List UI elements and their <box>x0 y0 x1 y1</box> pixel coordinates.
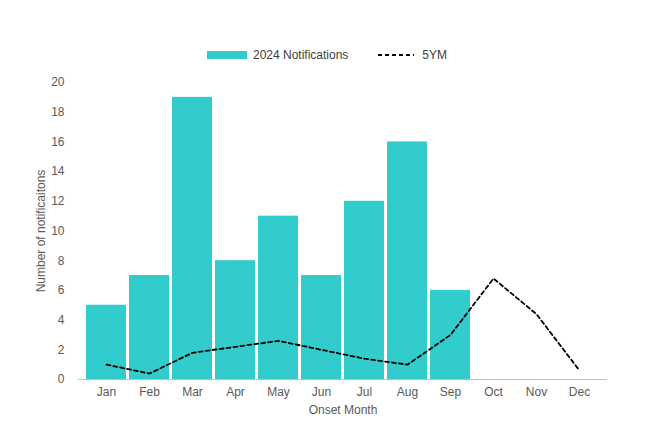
svg-text:16: 16 <box>51 135 65 149</box>
svg-text:May: May <box>267 385 290 399</box>
svg-text:Dec: Dec <box>569 385 590 399</box>
svg-text:Aug: Aug <box>397 385 418 399</box>
svg-text:0: 0 <box>58 372 65 386</box>
svg-text:14: 14 <box>51 164 65 178</box>
svg-text:20: 20 <box>51 75 65 89</box>
svg-text:Nov: Nov <box>526 385 547 399</box>
html-text:5YM: 5YM <box>422 48 447 62</box>
svg-text:Jun: Jun <box>312 385 331 399</box>
svg-text:4: 4 <box>58 313 65 327</box>
svg-text:10: 10 <box>51 224 65 238</box>
svg-text:Apr: Apr <box>226 385 245 399</box>
svg-text:Onset Month: Onset Month <box>309 403 378 417</box>
html-text:2024 Notifications: 2024 Notifications <box>253 48 349 62</box>
svg-text:Oct: Oct <box>484 385 503 399</box>
svg-text:Mar: Mar <box>182 385 203 399</box>
svg-text:6: 6 <box>58 283 65 297</box>
svg-text:Number of notificaitons: Number of notificaitons <box>34 170 48 293</box>
svg-text:Jul: Jul <box>357 385 372 399</box>
svg-text:2: 2 <box>58 343 65 357</box>
svg-text:12: 12 <box>51 194 65 208</box>
svg-text:Feb: Feb <box>139 385 160 399</box>
svg-text:Sep: Sep <box>440 385 462 399</box>
svg-text:8: 8 <box>58 254 65 268</box>
svg-text:18: 18 <box>51 105 65 119</box>
svg-text:Jan: Jan <box>97 385 116 399</box>
